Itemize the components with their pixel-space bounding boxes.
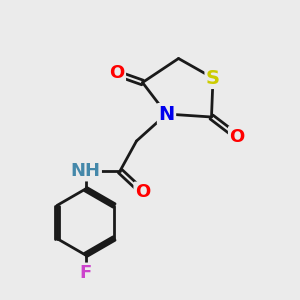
Text: O: O [230, 128, 244, 146]
Text: O: O [110, 64, 124, 82]
Text: N: N [158, 104, 175, 124]
Text: S: S [206, 68, 220, 88]
Text: F: F [80, 264, 92, 282]
Text: O: O [135, 183, 150, 201]
Text: NH: NH [70, 162, 101, 180]
